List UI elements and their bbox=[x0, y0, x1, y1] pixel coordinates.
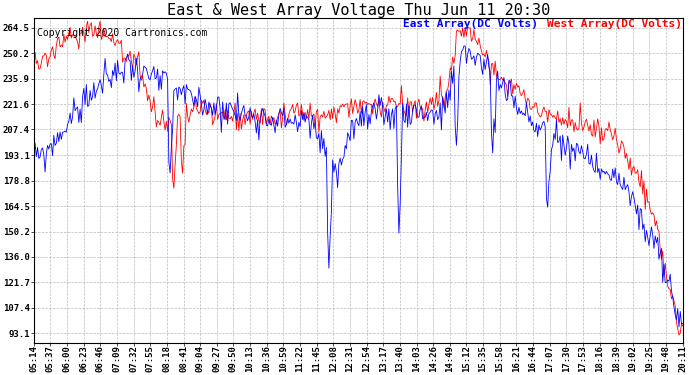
East Array(DC Volts) bbox=[678, 321, 687, 326]
West Array(DC Volts) bbox=[678, 324, 687, 328]
Line: East Array(DC Volts): East Array(DC Volts) bbox=[34, 46, 682, 327]
West Array(DC Volts) bbox=[539, 108, 547, 112]
Title: East & West Array Voltage Thu Jun 11 20:30: East & West Array Voltage Thu Jun 11 20:… bbox=[167, 3, 550, 18]
West Array(DC Volts) bbox=[605, 120, 613, 124]
West Array(DC Volts) bbox=[108, 32, 117, 36]
East Array(DC Volts) bbox=[675, 325, 683, 329]
East Array(DC Volts) bbox=[605, 172, 613, 177]
East Array(DC Volts) bbox=[107, 86, 115, 90]
West Array(DC Volts) bbox=[207, 106, 215, 110]
Line: West Array(DC Volts): West Array(DC Volts) bbox=[34, 21, 682, 335]
East Array(DC Volts) bbox=[206, 104, 215, 108]
East Array(DC Volts) bbox=[460, 44, 468, 48]
East Array(DC Volts) bbox=[547, 147, 555, 152]
Legend: East Array(DC Volts), West Array(DC Volts): East Array(DC Volts), West Array(DC Volt… bbox=[403, 19, 682, 29]
West Array(DC Volts) bbox=[47, 48, 55, 52]
Text: Copyright 2020 Cartronics.com: Copyright 2020 Cartronics.com bbox=[37, 27, 208, 38]
East Array(DC Volts) bbox=[47, 141, 55, 146]
West Array(DC Volts) bbox=[547, 112, 555, 117]
East Array(DC Volts) bbox=[539, 121, 547, 125]
West Array(DC Volts) bbox=[83, 19, 92, 24]
West Array(DC Volts) bbox=[675, 333, 683, 337]
West Array(DC Volts) bbox=[30, 61, 38, 66]
East Array(DC Volts) bbox=[30, 159, 38, 164]
